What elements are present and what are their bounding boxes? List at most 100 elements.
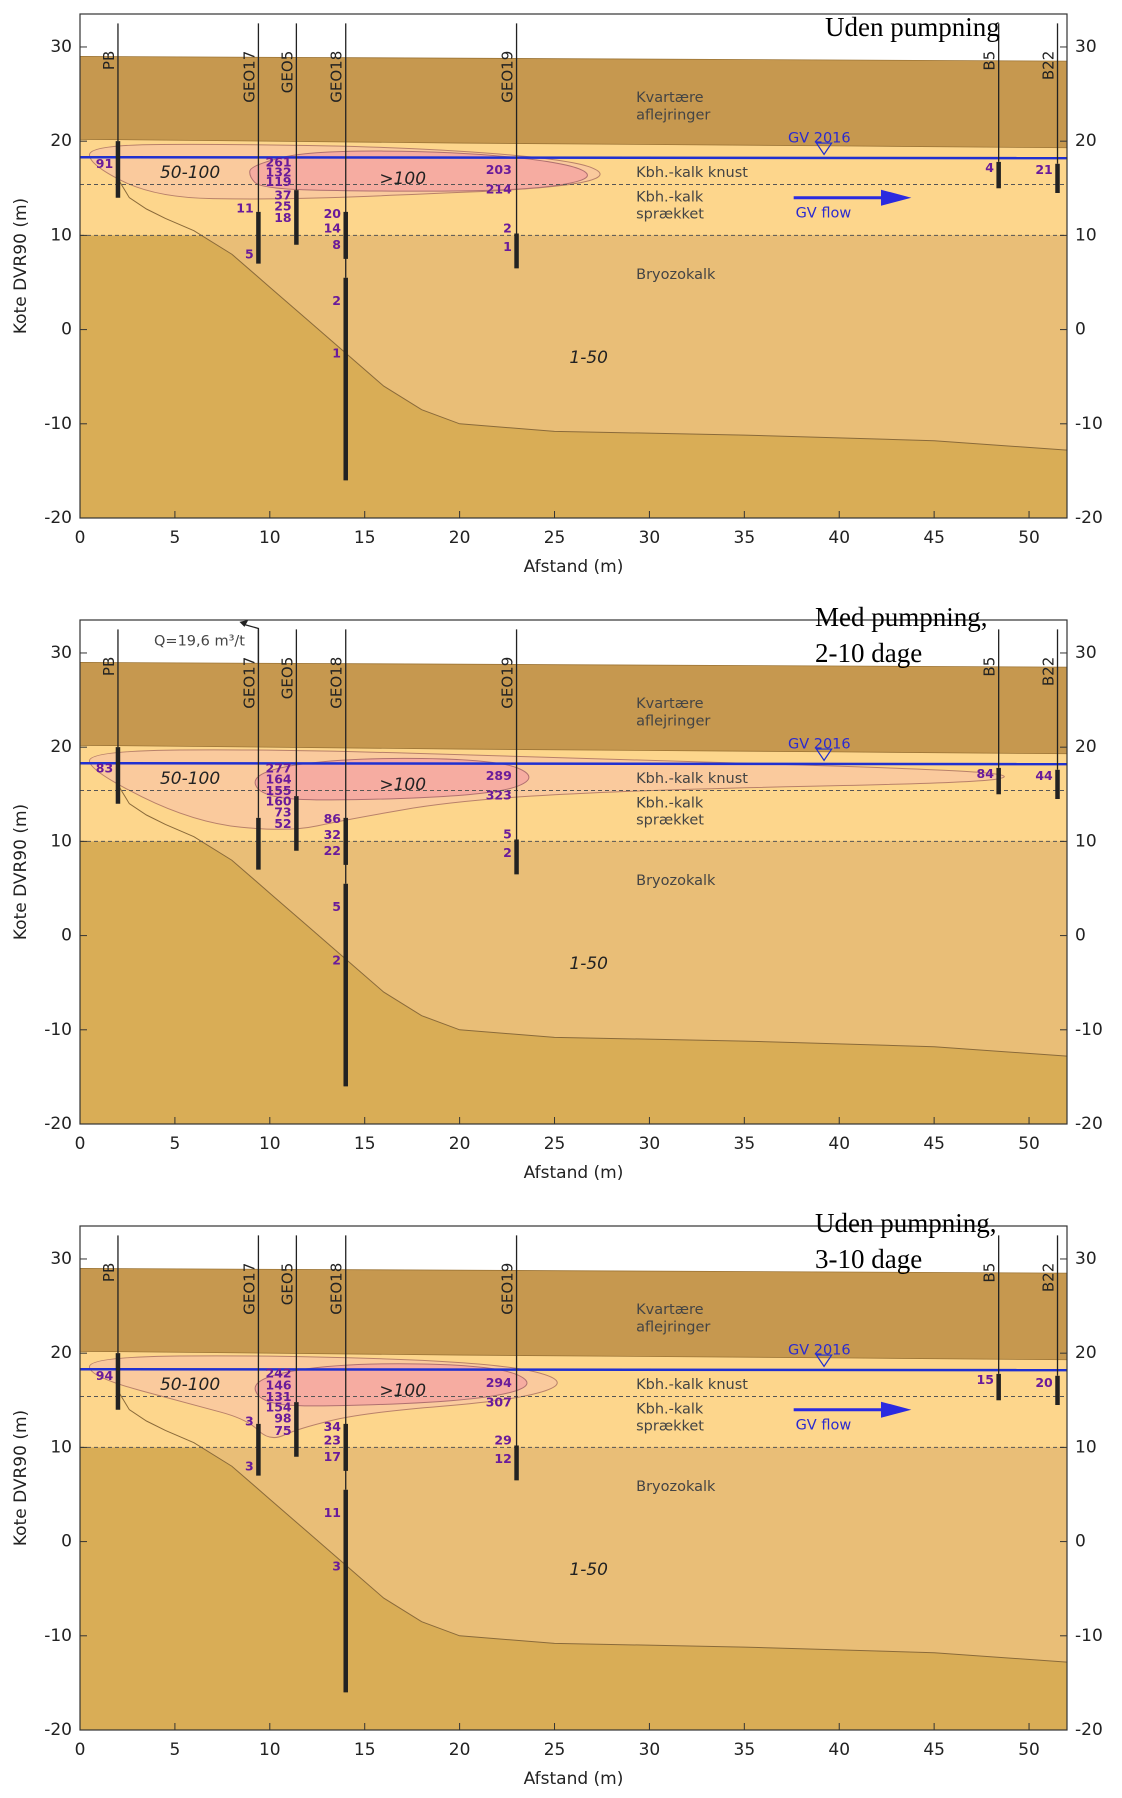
y2-tick-label: -10 — [1075, 1020, 1103, 1040]
reading: 44 — [1035, 768, 1053, 783]
reading: 11 — [236, 201, 253, 216]
annotation: GV 2016 — [788, 1342, 851, 1358]
y-tick-label: -10 — [44, 1626, 72, 1646]
reading: 25 — [274, 199, 291, 214]
x-tick-label: 20 — [449, 1740, 471, 1760]
reading: 242 — [266, 1365, 292, 1380]
well-name: PB — [100, 1263, 118, 1282]
reading: 131 — [266, 1389, 292, 1404]
plume-over-100 — [249, 150, 588, 192]
y2-tick-label: 10 — [1075, 225, 1097, 245]
y2-tick-label: 30 — [1075, 37, 1097, 57]
well-name: B5 — [981, 657, 999, 677]
x-axis-label: Afstand (m) — [524, 1163, 624, 1183]
x-tick-label: 30 — [639, 1740, 661, 1760]
annotation: sprækket — [636, 813, 704, 829]
x-tick-label: 50 — [1018, 1134, 1040, 1154]
annotation: aflejringer — [636, 108, 710, 124]
reading: 15 — [977, 1372, 994, 1387]
x-tick-label: 10 — [259, 1740, 281, 1760]
x-tick-label: 0 — [75, 528, 86, 548]
y-tick-label: 30 — [50, 1249, 72, 1269]
reading: 22 — [324, 843, 341, 858]
well-name: GEO19 — [499, 1263, 517, 1315]
well-name: GEO19 — [499, 657, 517, 709]
reading: 37 — [274, 187, 291, 202]
gv-marker — [815, 142, 833, 156]
x-tick-label: 40 — [828, 528, 850, 548]
reading: 34 — [324, 1419, 342, 1434]
well-name: PB — [100, 657, 118, 676]
reading: 3 — [245, 1413, 254, 1428]
annotation: GV 2016 — [788, 130, 851, 146]
y-tick-label: 20 — [50, 1343, 72, 1363]
y2-tick-label: -20 — [1075, 508, 1103, 528]
y2-tick-label: 30 — [1075, 1249, 1097, 1269]
reading: 5 — [332, 899, 341, 914]
quaternary-layer — [79, 661, 1068, 755]
annotation: sprækket — [636, 207, 704, 223]
annotation: 50-100 — [160, 163, 220, 183]
well-name: GEO17 — [240, 657, 258, 709]
reading: 2 — [503, 220, 512, 235]
well-name: B5 — [981, 51, 999, 71]
reading: 261 — [266, 154, 292, 169]
well-name: B22 — [1040, 1263, 1058, 1292]
y2-tick-label: 20 — [1075, 737, 1097, 757]
x-tick-label: 30 — [639, 528, 661, 548]
pump-arrow — [244, 624, 260, 664]
x-tick-label: 35 — [734, 1740, 756, 1760]
y-tick-label: 0 — [61, 1532, 72, 1552]
x-tick-label: 10 — [259, 1134, 281, 1154]
reading: 91 — [96, 156, 113, 171]
panel-title: Uden pumpning — [825, 12, 1000, 42]
x-tick-label: 10 — [259, 528, 281, 548]
y-tick-label: -10 — [44, 414, 72, 434]
reading: 2 — [503, 845, 512, 860]
reading: 14 — [324, 220, 342, 235]
reading: 277 — [266, 760, 292, 775]
y-tick-label: 0 — [61, 320, 72, 340]
annotation: Bryozokalk — [636, 873, 716, 889]
x-tick-label: 35 — [734, 528, 756, 548]
annotation: 50-100 — [160, 769, 220, 789]
plume-over-100 — [254, 1363, 528, 1407]
quaternary-layer — [79, 1267, 1068, 1361]
x-tick-label: 20 — [449, 528, 471, 548]
panel: PB91GEO17115GEO5261132119372518GEO182014… — [11, 12, 1103, 577]
y-tick-label: 30 — [50, 37, 72, 57]
reading: 84 — [977, 766, 995, 781]
annotation: Kvartære — [636, 90, 704, 106]
annotation: Kbh.-kalk — [636, 190, 704, 206]
y2-tick-label: 0 — [1075, 320, 1086, 340]
reading: 323 — [486, 788, 512, 803]
reading: 1 — [332, 346, 341, 361]
pump-arrow-head — [239, 619, 249, 627]
gv-marker — [815, 1354, 833, 1368]
well-name: PB — [100, 51, 118, 70]
panel-title: 3-10 dage — [815, 1244, 922, 1274]
reading: 214 — [486, 182, 512, 197]
reading: 146 — [266, 1378, 292, 1393]
x-tick-label: 40 — [828, 1134, 850, 1154]
plot-frame — [79, 619, 1068, 1125]
reading: 294 — [486, 1375, 512, 1390]
y-tick-label: -10 — [44, 1020, 72, 1040]
well-name: GEO18 — [328, 657, 346, 709]
boundary-curve — [117, 178, 1068, 451]
annotation: Kbh.-kalk — [636, 1402, 704, 1418]
reading: 1 — [503, 239, 512, 254]
annotation: Bryozokalk — [636, 267, 716, 283]
reading: 4 — [985, 160, 994, 175]
reading: 164 — [266, 772, 292, 787]
x-tick-label: 35 — [734, 1134, 756, 1154]
annotation: Bryozokalk — [636, 1479, 716, 1495]
annotation: Q=19,6 m³/t — [154, 634, 245, 650]
annotation: aflejringer — [636, 1320, 710, 1336]
annotation: >100 — [379, 1381, 426, 1401]
x-tick-label: 15 — [354, 528, 376, 548]
reading: 12 — [494, 1451, 511, 1466]
annotation: >100 — [379, 775, 426, 795]
y-tick-label: 30 — [50, 643, 72, 663]
